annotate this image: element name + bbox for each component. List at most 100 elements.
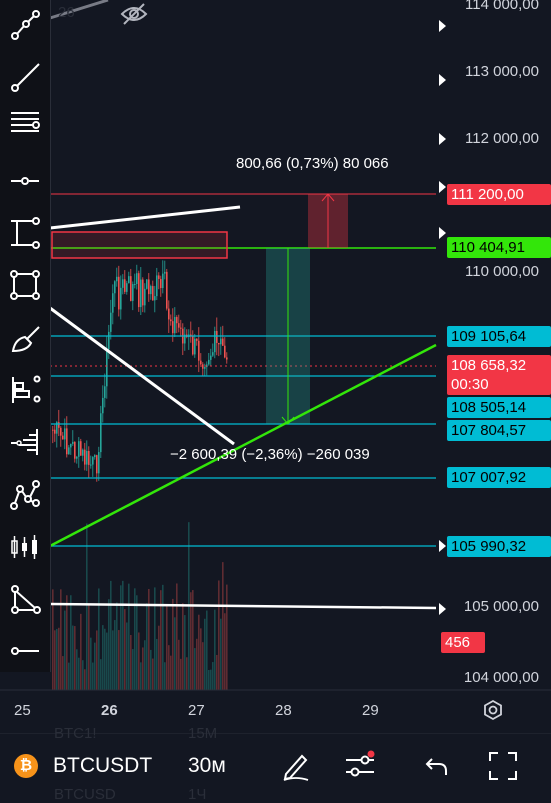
price-label-111200[interactable]: 111 200,00: [447, 184, 551, 205]
volume-bar: [204, 618, 206, 690]
volume-bar: [136, 595, 138, 690]
volume-bar: [122, 580, 124, 690]
volume-bar: [128, 583, 130, 690]
fib-retracement-icon: [12, 375, 41, 403]
candle-body: [168, 308, 170, 320]
candle-body: [100, 413, 102, 453]
price-tick: 105 000,00: [463, 598, 539, 615]
chart-canvas[interactable]: [0, 0, 551, 733]
symbol-button[interactable]: BTCUSDT: [53, 754, 153, 777]
volume-bar: [132, 649, 134, 690]
candle-body: [174, 317, 176, 334]
candle-body: [184, 334, 186, 344]
volume-bar: [192, 590, 194, 690]
horizontal-ray-icon: [11, 177, 39, 185]
volume-bar: [200, 628, 202, 690]
axis-marker-icon: [439, 540, 446, 552]
parallel-channel-tool[interactable]: [4, 102, 46, 144]
candle-body: [218, 342, 220, 345]
price-label-107007[interactable]: 107 007,92: [447, 467, 551, 488]
horizontal-ray-tool[interactable]: [4, 160, 46, 202]
horizontal-line-tool[interactable]: [4, 630, 46, 672]
candle-body: [78, 441, 80, 457]
candle-body: [106, 349, 108, 387]
candle-body: [226, 357, 228, 360]
candle-body: [120, 287, 122, 310]
volume-bar: [92, 662, 94, 690]
current-price-value: 108 658,32: [451, 357, 527, 374]
price-label-current: 108 658,32 00:30: [447, 355, 551, 395]
axis-marker-icon: [439, 133, 446, 145]
candle-body: [134, 284, 136, 286]
candles-tool[interactable]: [4, 526, 46, 568]
candle-body: [132, 284, 134, 301]
date-label-bold: 26: [101, 702, 118, 719]
fullscreen-icon[interactable]: [487, 750, 519, 782]
brush-tool[interactable]: [4, 318, 46, 360]
volume-bar: [176, 583, 178, 690]
date-label: 25: [14, 702, 31, 719]
triangle-tool[interactable]: [4, 578, 46, 620]
volume-bar: [162, 584, 164, 690]
pattern-tool[interactable]: [4, 474, 46, 516]
volume-bar: [124, 609, 126, 690]
volume-bar: [116, 602, 118, 690]
candle-body: [148, 279, 150, 295]
volume-bar: [90, 637, 92, 690]
date-label: 28: [275, 702, 292, 719]
rectangle-icon: [10, 270, 40, 300]
drawing-pen-icon[interactable]: [280, 750, 312, 782]
ray-tool[interactable]: [4, 56, 46, 98]
volume-bar: [144, 640, 146, 690]
fib-retracement-tool[interactable]: [4, 368, 46, 410]
short-position-measurement: −2 600,39 (−2,36%) −260 039: [170, 446, 370, 463]
candle-body: [80, 441, 82, 456]
candle-body: [176, 317, 178, 324]
volume-bar: [152, 658, 154, 690]
candle-body: [154, 296, 156, 301]
candle-body: [204, 367, 206, 369]
hide-drawings-icon[interactable]: [120, 3, 148, 25]
volume-profile-tool[interactable]: [4, 420, 46, 462]
candle-body: [146, 279, 148, 289]
price-label-110404[interactable]: 110 404,91: [447, 237, 551, 258]
candle-body: [70, 443, 72, 448]
indicators-settings-icon[interactable]: [343, 750, 377, 782]
candle-body: [170, 319, 172, 322]
volume-bar: [68, 662, 70, 690]
undo-icon[interactable]: [424, 752, 450, 780]
volume-bar: [56, 628, 58, 690]
price-label-109105[interactable]: 109 105,64: [447, 326, 551, 347]
price-label-105990[interactable]: 105 990,32: [447, 536, 551, 557]
volume-bar: [80, 613, 82, 690]
candle-body: [194, 338, 196, 355]
volume-bar: [76, 649, 78, 690]
volume-bar: [74, 626, 76, 690]
candle-body: [202, 364, 204, 369]
trend-line-tool[interactable]: [4, 4, 46, 46]
price-range-tool[interactable]: [4, 212, 46, 254]
axis-marker-icon: [439, 227, 446, 239]
volume-bar: [62, 656, 64, 690]
candle-body: [64, 428, 66, 440]
candle-body: [128, 276, 130, 284]
candle-body: [130, 276, 132, 301]
rectangle-tool[interactable]: [4, 264, 46, 306]
volume-bar: [174, 617, 176, 690]
timeframe-button[interactable]: 30м: [188, 754, 226, 777]
candle-body: [108, 331, 110, 350]
ghost-symbol: BTC1!: [54, 725, 97, 742]
candle-body: [136, 273, 138, 285]
candle-body: [208, 359, 210, 365]
volume-bar: [138, 632, 140, 690]
candle-body: [214, 330, 216, 353]
volume-bar: [150, 649, 152, 690]
price-label-108505[interactable]: 108 505,14: [447, 397, 551, 418]
volume-bar: [66, 595, 68, 690]
price-tick: 114 000,00: [465, 0, 539, 13]
chart-settings-icon[interactable]: [482, 699, 504, 721]
price-label-107804[interactable]: 107 804,57: [447, 420, 551, 441]
candle-body: [54, 429, 56, 434]
candle-body: [98, 452, 100, 474]
ray-icon: [11, 63, 40, 92]
